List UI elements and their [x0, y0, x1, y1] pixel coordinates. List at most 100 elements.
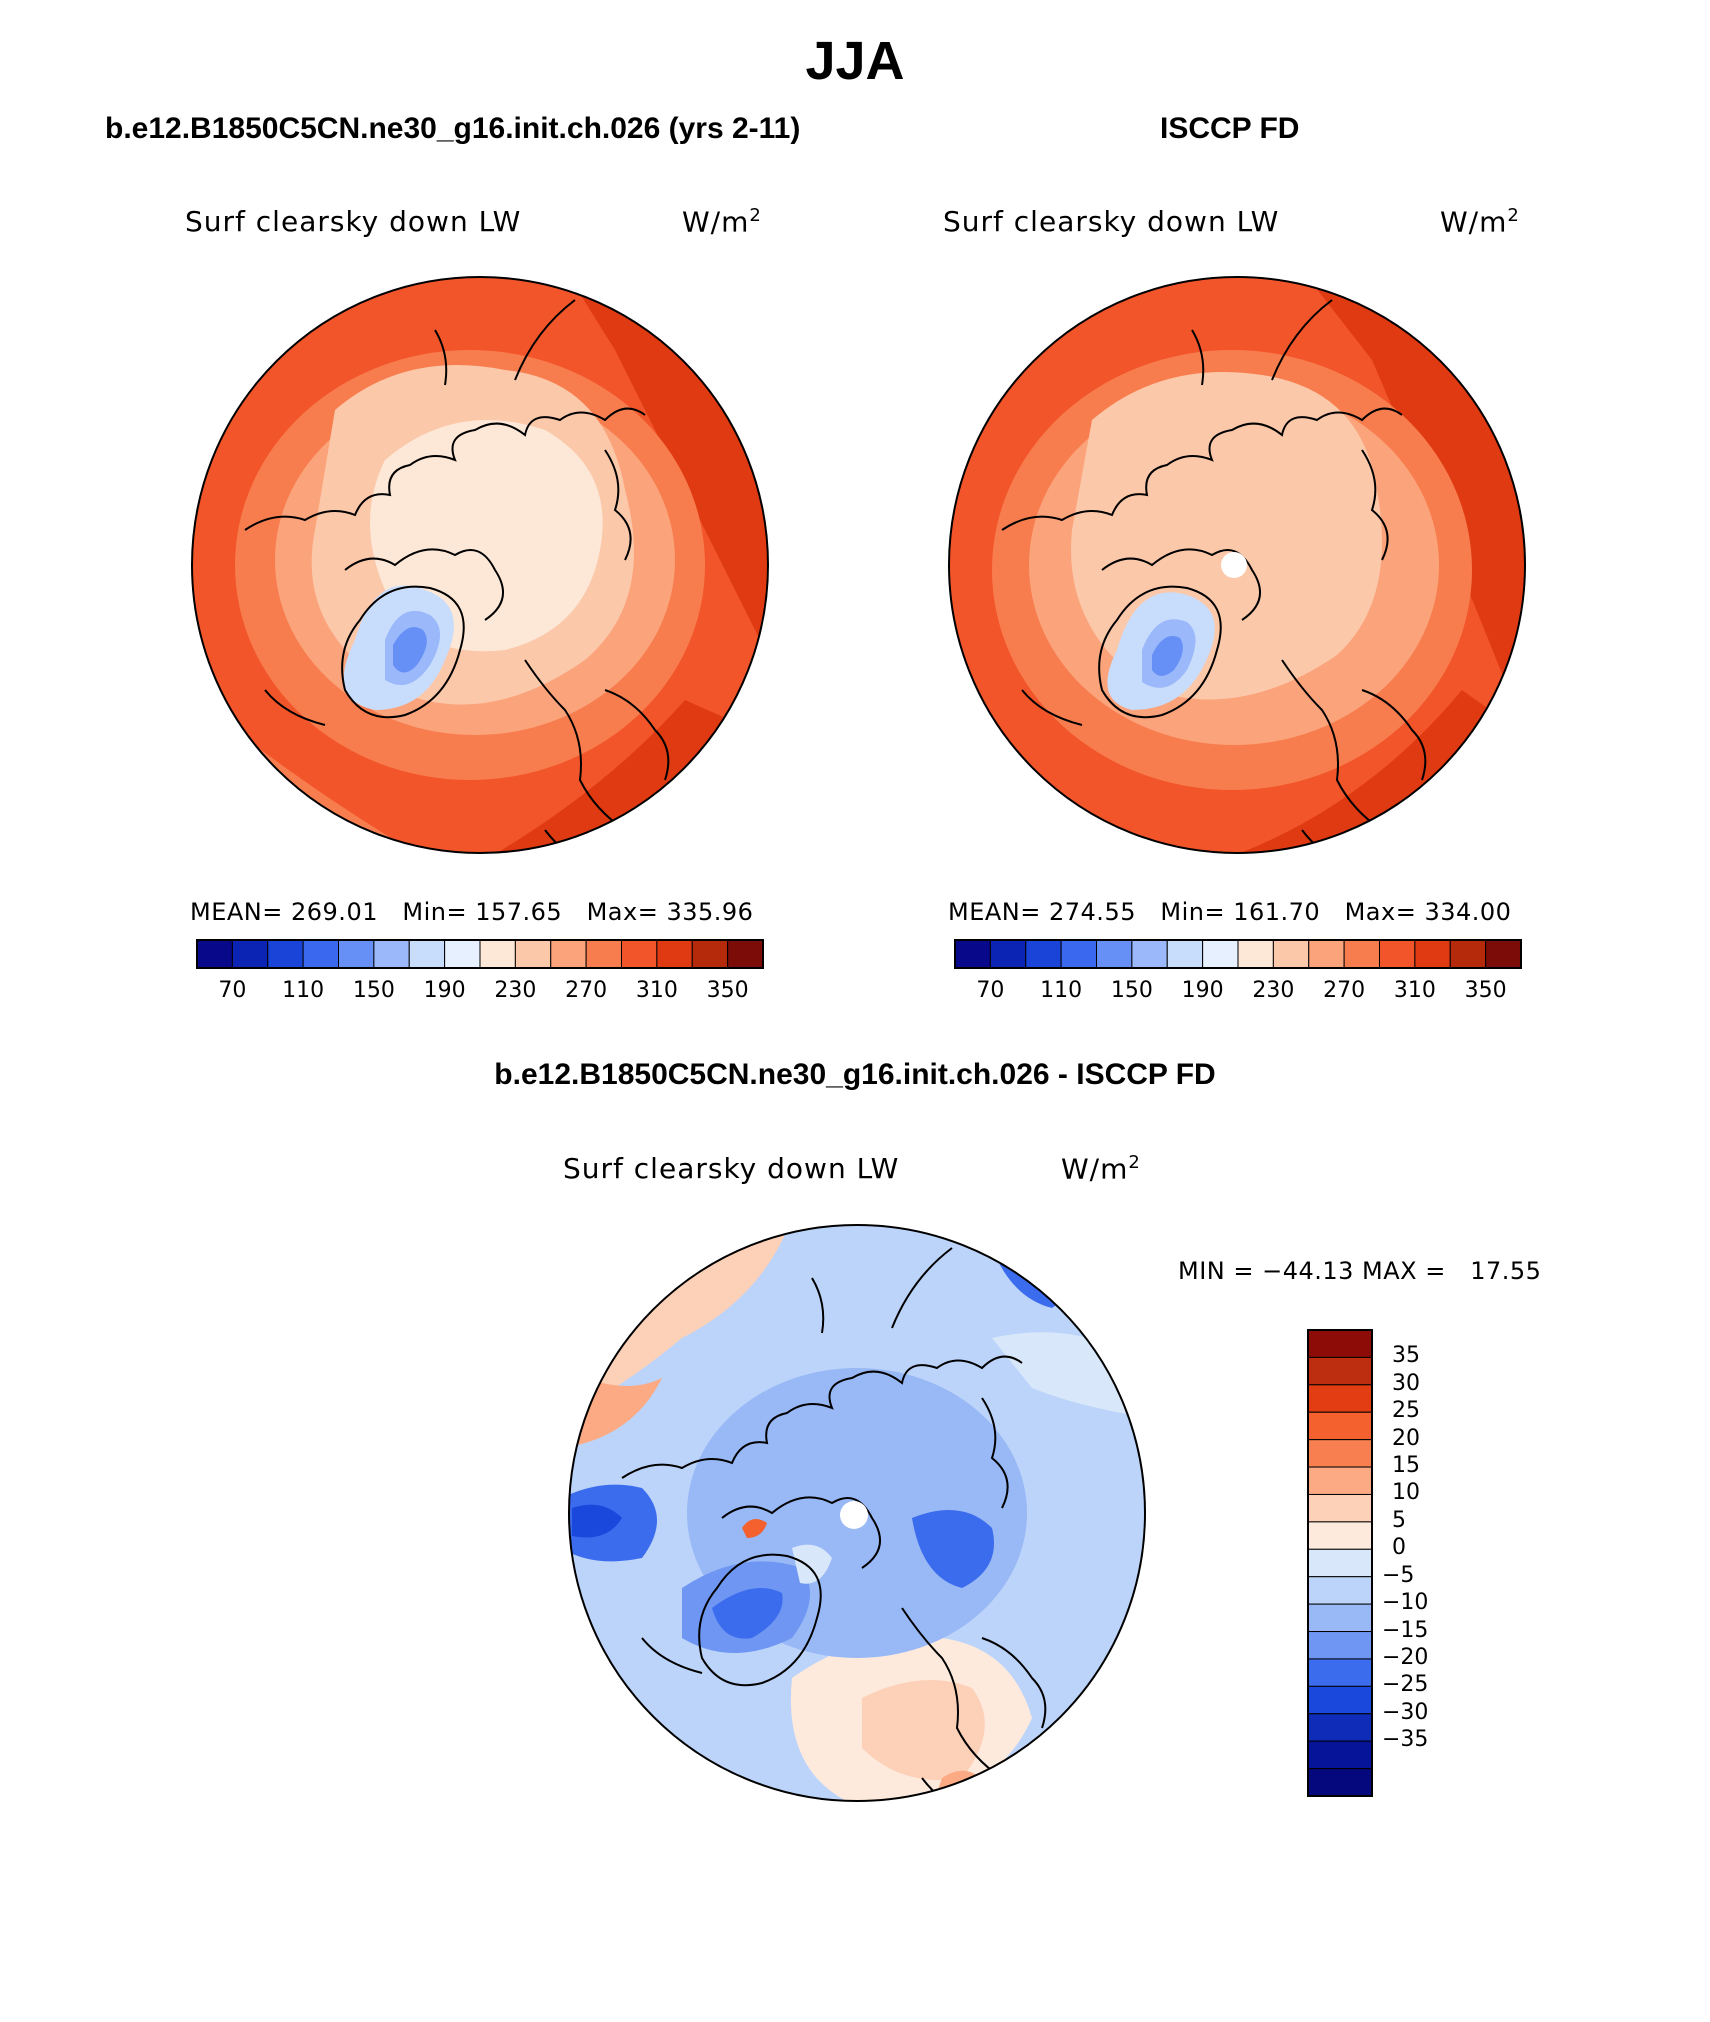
colorbar-swatch [1131, 939, 1168, 969]
colorbar-tick-label: 230 [494, 978, 537, 1003]
colorbar-swatch [1060, 939, 1097, 969]
colorbar-swatch [444, 939, 481, 969]
panel1-colorbar [196, 939, 764, 969]
colorbar-swatch [1166, 939, 1204, 969]
colorbar-tick-label: 230 [1252, 978, 1295, 1003]
colorbar-tick-label: −5 [1382, 1562, 1415, 1588]
colorbar-tick-label: 5 [1392, 1507, 1406, 1533]
panel1-title: b.e12.B1850C5CN.ne30_g16.init.ch.026 (yr… [105, 112, 801, 145]
colorbar-tick-label: −20 [1382, 1644, 1429, 1670]
panel3-stats: MIN = −44.13 MAX = 17.55 [1178, 1257, 1542, 1285]
pole-mask [1221, 552, 1247, 578]
colorbar-swatch [1414, 939, 1451, 969]
colorbar-swatch [1307, 1329, 1373, 1358]
colorbar-swatch [1307, 1603, 1373, 1633]
panel2-units: W/m2 [1440, 205, 1520, 239]
colorbar-tick-label: −15 [1382, 1617, 1429, 1643]
colorbar-swatch [1272, 939, 1310, 969]
colorbar-tick-label: 310 [1393, 978, 1436, 1003]
colorbar-tick-label: 270 [1323, 978, 1366, 1003]
colorbar-tick-label: 70 [218, 978, 247, 1003]
panel3-colorbar-ticks: 35 30 25 20 15 10 5 0 −5 −10 −15 −20 −25 −30 −35 [1382, 1328, 1462, 1798]
panel3-title: b.e12.B1850C5CN.ne30_g16.init.ch.026 - I… [494, 1058, 1216, 1091]
colorbar-tick-label: 310 [635, 978, 678, 1003]
colorbar-tick-label: 150 [352, 978, 395, 1003]
panel3-variable: Surf clearsky down LW [563, 1152, 900, 1185]
colorbar-swatch [408, 939, 446, 969]
colorbar-swatch [1025, 939, 1062, 969]
colorbar-swatch [514, 939, 552, 969]
colorbar-swatch [585, 939, 622, 969]
colorbar-tick-label: 190 [423, 978, 466, 1003]
colorbar-tick-label: 110 [1040, 978, 1083, 1003]
colorbar-swatch [691, 939, 729, 969]
colorbar-swatch [373, 939, 410, 969]
panel1-units: W/m2 [682, 205, 762, 239]
colorbar-tick-label: 10 [1392, 1480, 1420, 1506]
colorbar-swatch [1449, 939, 1487, 969]
colorbar-swatch [1307, 1685, 1373, 1715]
colorbar-swatch [1379, 939, 1416, 969]
colorbar-swatch [231, 939, 269, 969]
panel3-map [568, 1224, 1146, 1802]
colorbar-swatch [1307, 1658, 1373, 1687]
colorbar-swatch [1307, 1384, 1373, 1413]
colorbar-swatch [1307, 1466, 1373, 1495]
colorbar-tick-label: 20 [1392, 1425, 1420, 1451]
colorbar-tick-label: 25 [1392, 1398, 1420, 1424]
colorbar-swatch [1307, 1356, 1373, 1386]
colorbar-swatch [1307, 1493, 1373, 1523]
panel1-colorbar-ticks: 70 110 150 190 230 270 310 350 [195, 978, 765, 1008]
colorbar-swatch [989, 939, 1027, 969]
panel3-colorbar [1307, 1329, 1373, 1797]
colorbar-swatch [1307, 1768, 1373, 1797]
colorbar-tick-label: 0 [1392, 1535, 1406, 1561]
colorbar-tick-label: 150 [1110, 978, 1153, 1003]
colorbar-swatch [656, 939, 693, 969]
colorbar-tick-label: 35 [1392, 1343, 1420, 1369]
colorbar-swatch [954, 939, 991, 969]
colorbar-swatch [1307, 1521, 1373, 1550]
colorbar-tick-label: 30 [1392, 1370, 1420, 1396]
pole-mask [840, 1501, 868, 1529]
colorbar-swatch [1307, 1411, 1373, 1441]
colorbar-swatch [621, 939, 658, 969]
panel1-stats: MEAN= 269.01 Min= 157.65 Max= 335.96 [190, 898, 754, 926]
colorbar-swatch [267, 939, 304, 969]
colorbar-swatch [1307, 1548, 1373, 1578]
colorbar-swatch [196, 939, 233, 969]
colorbar-tick-label: 350 [706, 978, 749, 1003]
colorbar-tick-label: −10 [1382, 1590, 1429, 1616]
colorbar-tick-label: 190 [1181, 978, 1224, 1003]
colorbar-tick-label: 15 [1392, 1453, 1420, 1479]
colorbar-swatch [550, 939, 587, 969]
colorbar-swatch [302, 939, 339, 969]
colorbar-swatch [1202, 939, 1239, 969]
colorbar-frame [954, 939, 1522, 969]
colorbar-swatch [727, 939, 764, 969]
figure-title: JJA [805, 31, 905, 91]
colorbar-swatch [1308, 939, 1345, 969]
colorbar-swatch [479, 939, 516, 969]
colorbar-tick-label: 70 [976, 978, 1005, 1003]
panel2-variable: Surf clearsky down LW [943, 205, 1280, 238]
panel2-colorbar [954, 939, 1522, 969]
colorbar-tick-label: 110 [282, 978, 325, 1003]
colorbar-swatch [1307, 1576, 1373, 1605]
colorbar-frame [1307, 1329, 1373, 1797]
colorbar-swatch [338, 939, 375, 969]
colorbar-tick-label: −25 [1382, 1672, 1429, 1698]
colorbar-swatch [1307, 1713, 1373, 1742]
colorbar-tick-label: −35 [1382, 1727, 1429, 1753]
panel2-colorbar-ticks: 70 110 150 190 230 270 310 350 [953, 978, 1523, 1008]
panel1-variable: Surf clearsky down LW [185, 205, 522, 238]
panel1-map [191, 276, 769, 854]
colorbar-swatch [1307, 1439, 1373, 1468]
colorbar-tick-label: −30 [1382, 1699, 1429, 1725]
colorbar-swatch [1237, 939, 1274, 969]
colorbar-tick-label: 270 [565, 978, 608, 1003]
panel3-units: W/m2 [1061, 1152, 1141, 1186]
panel2-title: ISCCP FD [1160, 112, 1300, 145]
colorbar-swatch [1307, 1631, 1373, 1660]
panel2-map [948, 276, 1526, 854]
